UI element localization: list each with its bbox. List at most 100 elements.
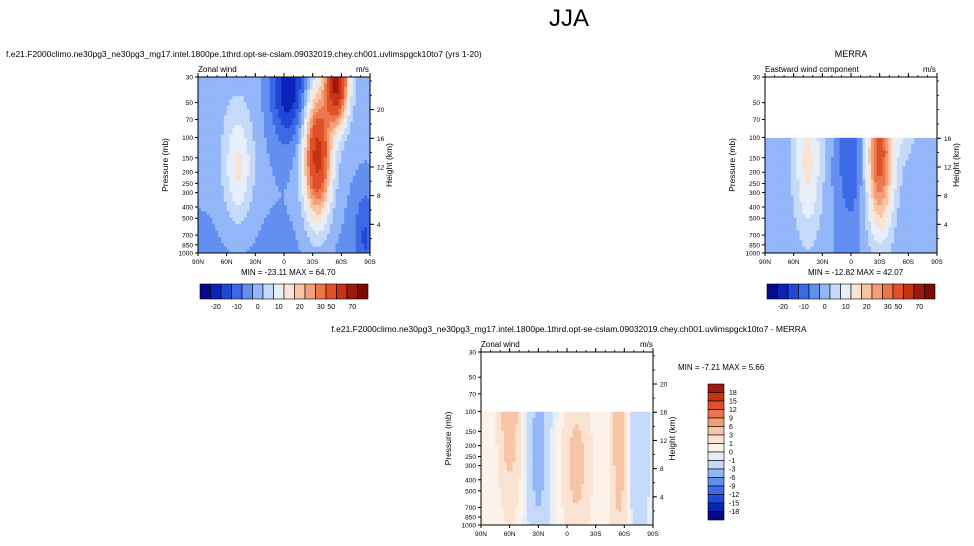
contour-cell [338,249,342,254]
contour-cell [367,240,371,244]
contour-cell [349,141,354,145]
contour-cell [226,192,230,196]
contour-cell [218,240,222,244]
contour-cell [301,166,305,171]
contour-cell [203,160,207,164]
contour-cell [871,157,875,161]
contour-cell [284,179,288,183]
contour-cell [220,112,225,116]
contour-cell [329,240,334,244]
contour-cell [232,192,236,196]
contour-cell [304,131,308,135]
contour-cell [842,214,846,219]
contour-cell [281,125,285,129]
contour-cell [347,169,351,174]
contour-cell [255,185,259,190]
contour-cell [275,237,279,241]
contour-cell [218,249,222,254]
contour-cell [220,208,225,212]
contour-cell [209,243,213,247]
contour-cell [338,237,342,241]
contour-cell [218,147,222,151]
contour-cell [782,166,786,171]
contour-cell [223,249,228,254]
contour-cell [258,240,262,244]
contour-cell [269,169,273,174]
contour-cell [871,185,875,190]
contour-cell [919,214,924,219]
contour-cell [324,182,328,187]
contour-cell [934,176,938,180]
contour-cell [266,179,271,183]
contour-cell [853,137,858,142]
contour-cell [243,182,248,187]
contour-cell [200,195,205,199]
contour-cell [212,128,216,132]
contour-cell [836,157,840,161]
contour-cell [765,141,769,145]
contour-cell [787,195,792,199]
contour-cell [301,230,305,235]
contour-cell [295,163,299,167]
contour-cell [223,83,228,87]
contour-cell [879,198,883,203]
contour-cell [261,201,265,206]
contour-cell [361,141,365,145]
contour-cell [238,173,242,177]
contour-cell [272,150,276,155]
contour-cell [304,109,308,113]
contour-cell [327,134,331,139]
contour-cell [865,189,869,193]
contour-cell [367,128,371,132]
contour-cell [862,189,866,193]
contour-cell [782,192,786,196]
contour-cell [243,96,248,100]
contour-cell [246,230,250,235]
contour-cell [272,230,276,235]
contour-cell [295,192,299,196]
contour-cell [278,249,282,254]
contour-cell [246,83,250,87]
contour-cell [332,240,336,244]
contour-cell [215,77,219,81]
contour-cell [327,102,331,107]
contour-cell [198,198,202,203]
contour-cell [235,121,239,126]
contour-cell [218,173,222,177]
contour-cell [344,153,348,158]
contour-cell [865,179,869,183]
contour-cell [229,89,233,94]
contour-cell [894,176,898,180]
contour-cell [318,198,322,203]
contour-cell [318,131,322,135]
contour-cell [238,217,242,222]
contour-cell [238,169,242,174]
contour-cell [301,96,305,100]
contour-cell [220,118,225,123]
contour-cell [367,217,371,222]
contour-cell [286,185,291,190]
contour-cell [361,89,365,94]
contour-cell [810,205,815,209]
contour-cell [223,112,228,116]
contour-cell [289,176,293,180]
contour-cell [914,189,918,193]
contour-cell [914,153,918,158]
contour-cell [335,147,339,151]
contour-cell [312,224,316,228]
contour-cell [859,141,863,145]
contour-cell [272,137,276,142]
contour-cell [309,246,314,251]
contour-cell [902,157,906,161]
contour-cell [367,201,371,206]
contour-cell [928,208,932,212]
contour-cell [292,118,296,123]
contour-cell [842,208,846,212]
contour-cell [298,109,302,113]
contour-cell [773,214,777,219]
contour-cell [286,125,291,129]
contour-cell [306,77,311,81]
contour-cell [355,137,359,142]
contour-cell [258,157,262,161]
contour-cell [209,189,213,193]
